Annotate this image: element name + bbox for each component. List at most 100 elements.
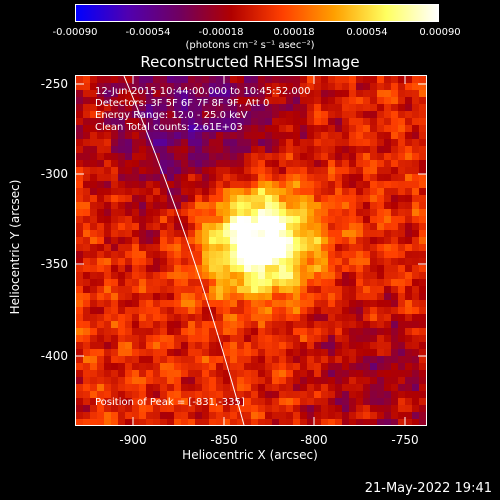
heatmap-cell [118,419,126,425]
heatmap-cell [195,181,203,189]
heatmap-cell [167,118,175,126]
heatmap-cell [202,195,210,203]
heatmap-cell [405,342,413,350]
heatmap-cell [125,237,133,245]
heatmap-cell [146,202,154,210]
heatmap-cell [181,97,189,105]
heatmap-cell [321,300,329,308]
heatmap-cell [244,342,252,350]
heatmap-cell [76,384,84,392]
heatmap-cell [342,398,350,406]
heatmap-cell [146,377,154,385]
heatmap-cell [342,202,350,210]
heatmap-cell [384,174,392,182]
heatmap-cell [258,384,266,392]
heatmap-cell [293,314,301,322]
heatmap-cell [258,272,266,280]
heatmap-cell [314,209,322,217]
heatmap-cell [286,342,294,350]
heatmap-cell [153,328,161,336]
heatmap-cell [258,335,266,343]
heatmap-cell [181,356,189,364]
heatmap-cell [139,188,147,196]
heatmap-cell [307,174,315,182]
heatmap-cell [342,279,350,287]
heatmap-cell [356,181,364,189]
heatmap-cell [188,188,196,196]
heatmap-cell [314,300,322,308]
heatmap-cell [349,90,357,98]
heatmap-cell [237,237,245,245]
heatmap-cell [251,349,259,357]
heatmap-cell [111,363,119,371]
heatmap-cell [125,160,133,168]
heatmap-cell [384,314,392,322]
heatmap-cell [167,349,175,357]
heatmap-cell [412,377,420,385]
heatmap-cell [118,342,126,350]
heatmap-cell [118,335,126,343]
heatmap-cell [118,412,126,420]
heatmap-cell [279,160,287,168]
heatmap-cell [181,132,189,140]
heatmap-cell [286,398,294,406]
heatmap-cell [293,279,301,287]
heatmap-cell [223,181,231,189]
heatmap-cell [321,370,329,378]
heatmap-cell [391,181,399,189]
heatmap-cell [251,384,259,392]
heatmap-cell [328,251,336,259]
heatmap-cell [342,419,350,425]
heatmap-cell [286,202,294,210]
heatmap-cell [132,391,140,399]
heatmap-cell [328,391,336,399]
heatmap-cell [202,223,210,231]
heatmap-cell [279,349,287,357]
heatmap-cell [349,272,357,280]
heatmap-cell [125,272,133,280]
heatmap-cell [314,174,322,182]
heatmap-cell [377,286,385,294]
heatmap-cell [188,244,196,252]
heatmap-cell [132,90,140,98]
heatmap-cell [195,244,203,252]
heatmap-cell [125,370,133,378]
heatmap-cell [258,83,266,91]
heatmap-cell [279,181,287,189]
heatmap-cell [251,125,259,133]
heatmap-cell [419,202,426,210]
heatmap-cell [146,286,154,294]
heatmap-cell [356,195,364,203]
heatmap-cell [363,90,371,98]
heatmap-cell [132,314,140,322]
heatmap-cell [139,279,147,287]
heatmap-cell [377,237,385,245]
heatmap-cell [335,223,343,231]
heatmap-cell [118,167,126,175]
heatmap-cell [272,370,280,378]
heatmap-cell [174,398,182,406]
heatmap-cell [146,272,154,280]
heatmap-cell [265,328,273,336]
heatmap-cell [90,300,98,308]
colorbar [75,4,439,22]
heatmap-cell [251,419,259,425]
heatmap-cell [174,237,182,245]
heatmap-cell [160,370,168,378]
heatmap-cell [118,202,126,210]
heatmap-cell [111,223,119,231]
heatmap-cell [279,104,287,112]
heatmap-cell [328,286,336,294]
heatmap-cell [272,251,280,259]
heatmap-cell [286,90,294,98]
heatmap-cell [209,146,217,154]
heatmap-cell [391,335,399,343]
heatmap-cell [258,286,266,294]
heatmap-cell [76,167,84,175]
heatmap-cell [132,363,140,371]
heatmap-cell [328,335,336,343]
heatmap-cell [398,139,406,147]
heatmap-cell [419,342,426,350]
heatmap-cell [167,384,175,392]
heatmap-cell [265,125,273,133]
